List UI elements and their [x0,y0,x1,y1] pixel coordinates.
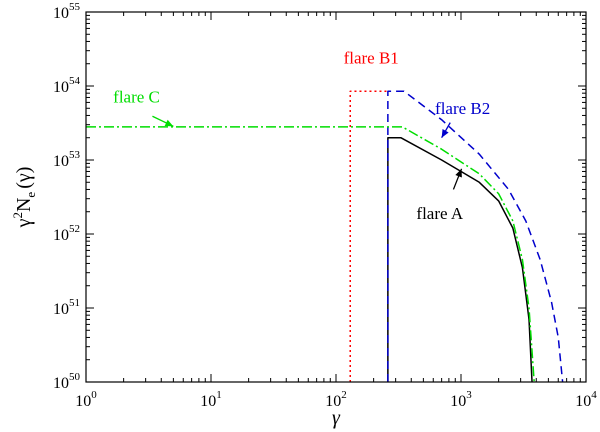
plot-frame [85,11,587,383]
x-tick-label: 102 [325,389,347,410]
x-axis-label: γ [332,407,341,429]
arrow-head [441,129,449,138]
arrow-flare-c [152,115,174,127]
y-tick-label: 1053 [53,149,81,170]
label-flare-b1: flare B1 [344,49,399,68]
tick-layer [85,11,587,383]
y-tick-label: 1055 [53,1,81,22]
y-tick-label: 1054 [53,75,81,96]
arrow-flare-a [452,168,463,190]
y-tick-label: 1052 [53,223,80,244]
annotation-layer: flare B1 flare C flare B2 flare A [113,49,490,223]
x-tick-labels: 100 101 102 103 104 [75,389,597,410]
series-flare-b1 [349,90,388,382]
x-tick-label: 101 [200,389,222,410]
arrow-head [164,119,174,127]
series-flare-c [86,126,535,382]
arrow-layer [152,115,463,190]
series-flare-b2 [387,90,564,382]
series-layer [86,90,564,382]
arrow-flare-b2 [441,122,451,139]
y-tick-labels: 1050 1051 1052 1053 1054 1055 [53,1,81,392]
label-flare-a: flare A [416,204,463,223]
label-flare-b2: flare B2 [435,99,490,118]
x-tick-label: 100 [75,389,97,410]
y-tick-label: 1050 [53,371,81,392]
y-tick-label: 1051 [53,297,80,318]
x-tick-label: 103 [450,389,472,410]
series-flare-a [387,136,533,382]
y-axis-label: γ2Ne(γ) [10,167,38,229]
label-flare-c: flare C [113,87,160,106]
arrow-head [455,168,462,178]
x-tick-label: 104 [575,389,597,410]
